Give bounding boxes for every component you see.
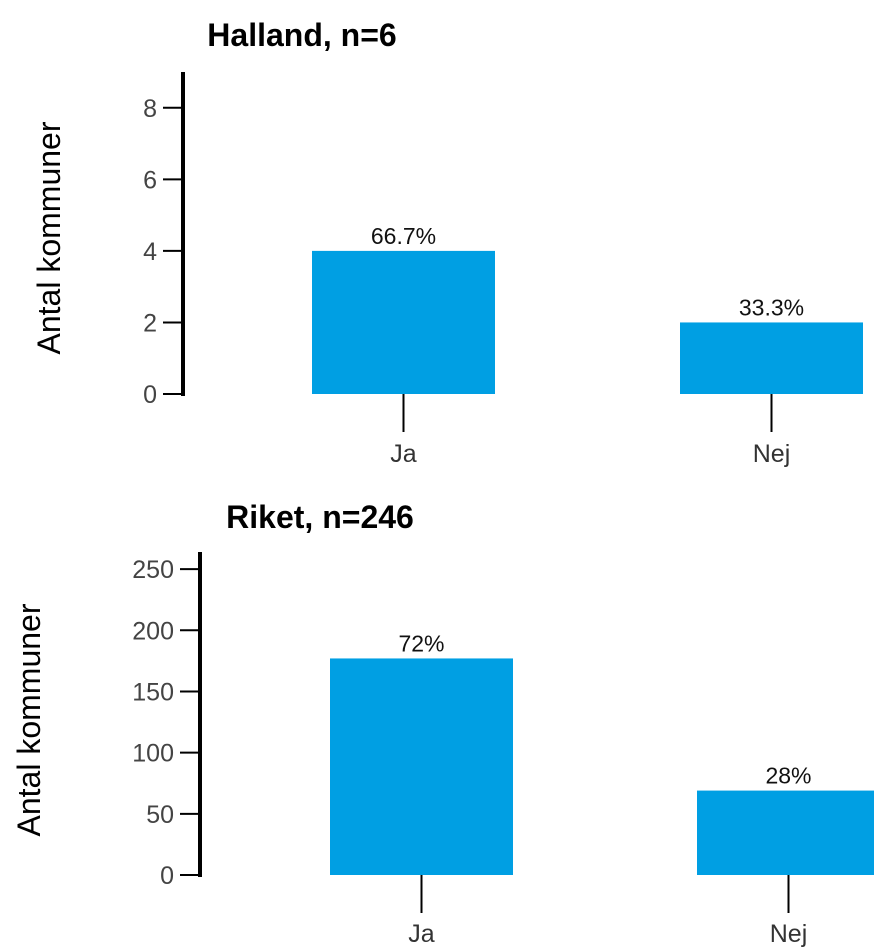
bar-ja [330,658,513,875]
data-label: 33.3% [739,294,804,320]
bars: 72% 28% [330,630,874,875]
y-axis-label: Antal kommuner [11,603,47,836]
y-tick-label: 8 [143,95,157,123]
y-tick-label: 100 [132,740,174,768]
x-tick-label: Ja [390,440,417,468]
y-tick: 0 [143,381,183,409]
y-tick-label: 150 [132,678,174,706]
y-ticks: 0 2 4 6 8 [143,95,183,409]
y-tick-label: 4 [143,238,157,266]
data-label: 72% [398,630,444,656]
y-tick-label: 250 [132,556,174,584]
y-tick-label: 2 [143,309,157,337]
y-ticks: 0 50 100 150 200 250 [132,556,200,890]
x-tick-label: Nej [770,920,808,947]
y-tick-label: 0 [160,862,174,890]
y-tick-label: 50 [146,801,174,829]
y-tick: 50 [146,801,200,829]
chart-halland: Halland, n=6 Antal kommuner 0 2 4 6 8 66.7% 3… [31,17,863,468]
x-ticks: Ja Nej [390,394,790,468]
y-tick: 2 [143,309,183,337]
bar-nej [680,322,863,394]
y-tick: 100 [132,740,200,768]
x-tick-label: Ja [408,920,435,947]
data-label: 28% [765,763,811,789]
y-axis-label: Antal kommuner [31,121,67,354]
y-tick: 250 [132,556,200,584]
y-tick: 0 [160,862,200,890]
y-tick: 4 [143,238,183,266]
x-tick-label: Nej [753,440,791,468]
y-tick: 6 [143,166,183,194]
bar-nej [697,790,874,875]
bars: 66.7% 33.3% [312,223,863,394]
data-label: 66.7% [371,223,436,249]
y-tick-label: 200 [132,617,174,645]
bar-ja [312,250,495,394]
chart-title: Riket, n=246 [226,499,414,535]
y-tick: 200 [132,617,200,645]
chart-riket: Riket, n=246 Antal kommuner 0 50 100 150 200… [11,499,874,947]
y-tick: 8 [143,95,183,123]
chart-title: Halland, n=6 [207,17,396,53]
y-tick-label: 6 [143,166,157,194]
y-tick: 150 [132,678,200,706]
x-ticks: Ja Nej [408,875,807,947]
y-tick-label: 0 [143,381,157,409]
